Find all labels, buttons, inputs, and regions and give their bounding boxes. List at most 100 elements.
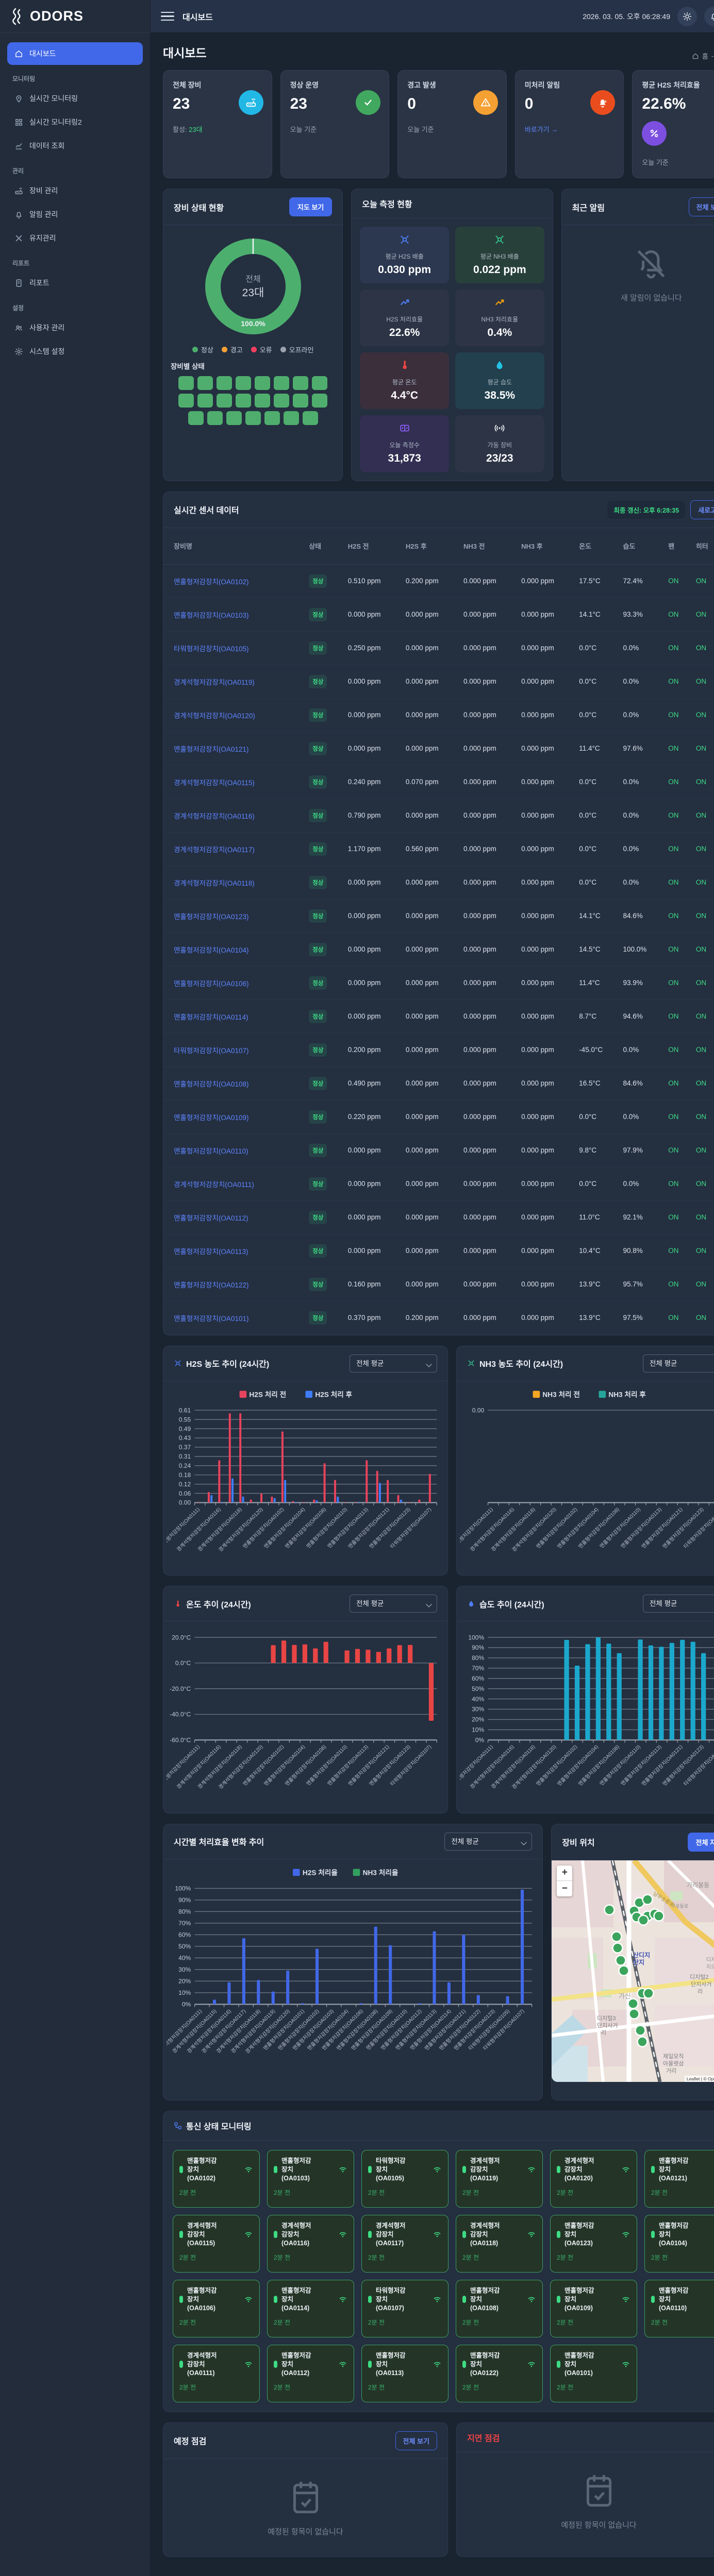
cell: 0.000 ppm xyxy=(402,1133,459,1167)
cell: 0.000 ppm xyxy=(517,1200,575,1234)
cell: 1.170 ppm xyxy=(344,832,402,866)
breadcrumb-home[interactable]: 홈 xyxy=(702,51,708,61)
map-canvas[interactable]: + − xyxy=(552,1860,714,2082)
zoom-in-button[interactable]: + xyxy=(557,1866,572,1881)
sidebar-item-tools[interactable]: 유지관리 xyxy=(7,227,143,249)
device-link[interactable]: 맨홀형저감장치(OA0114) xyxy=(174,1013,248,1021)
cell: 0.000 ppm xyxy=(402,1100,459,1133)
sensor-table-header-row: 장비명상태H2S 전H2S 후NH3 전NH3 후온도습도팬히터최종 xyxy=(163,528,714,565)
device-map-marker[interactable] xyxy=(605,1905,615,1914)
device-link[interactable]: 경계석형저감장치(OA0120) xyxy=(174,712,255,720)
device-link[interactable]: 맨홀형저감장치(OA0122) xyxy=(174,1281,248,1289)
device-link[interactable]: 맨홀형저감장치(OA0109) xyxy=(174,1114,248,1122)
status-badge: 정상 xyxy=(309,1043,327,1057)
device-link[interactable]: 맨홀형저감장치(OA0104) xyxy=(174,946,248,954)
fan-state: ON xyxy=(668,811,678,819)
fan-state: ON xyxy=(668,1314,678,1321)
device-map-marker[interactable] xyxy=(644,1988,654,1998)
device-map-marker[interactable] xyxy=(628,1998,638,2008)
h2s-scope-select[interactable]: 전체 평균 xyxy=(350,1354,437,1372)
cell: -45.0°C xyxy=(575,1033,619,1066)
legend-dot xyxy=(222,347,227,352)
device-link[interactable]: 맨홀형저감장치(OA0101) xyxy=(174,1315,248,1323)
sidebar-item-pin[interactable]: 실시간 모니터링 xyxy=(7,87,143,110)
sensor-table: 장비명상태H2S 전H2S 후NH3 전NH3 후온도습도팬히터최종 맨홀형저감… xyxy=(163,528,714,1335)
eff-scope-select[interactable]: 전체 평균 xyxy=(444,1833,532,1851)
alerts-view-all-button[interactable]: 전체 보기 xyxy=(689,197,714,216)
delayed-empty-text: 예정된 항목이 없습니다 xyxy=(561,2519,636,2530)
sidebar-item-home[interactable]: 대시보드 xyxy=(7,42,143,65)
env-charts-row: 온도 추이 (24시간) 전체 평균 20.0°C0.0°C-20.0°C-40… xyxy=(163,1586,714,1814)
device-map-marker[interactable] xyxy=(643,1894,653,1904)
wifi-icon xyxy=(433,2360,442,2369)
svg-text:0.31: 0.31 xyxy=(179,1453,191,1460)
cell: ON xyxy=(664,1200,692,1234)
device-link[interactable]: 타워형저감장치(OA0105) xyxy=(174,645,248,653)
cell: 정상 xyxy=(305,732,344,765)
zoom-out-button[interactable]: − xyxy=(557,1881,572,1896)
device-map-marker[interactable] xyxy=(639,1915,649,1925)
cell: ON xyxy=(692,1301,714,1334)
device-link[interactable]: 맨홀형저감장치(OA0103) xyxy=(174,612,248,619)
map-place-label: 리 xyxy=(601,2029,606,2036)
device-link[interactable]: 타워형저감장치(OA0107) xyxy=(174,1047,248,1055)
device-link[interactable]: 맨홀형저감장치(OA0121) xyxy=(174,745,248,753)
wifi-icon xyxy=(527,2165,536,2174)
device-map-marker[interactable] xyxy=(654,1911,664,1921)
map-place-label: 아울렛삼 xyxy=(663,2060,684,2067)
device-map-marker[interactable] xyxy=(616,1955,626,1965)
device-link[interactable]: 경계석형저감장치(OA0115) xyxy=(174,779,255,787)
comm-last-seen: 2분 전 xyxy=(368,2188,442,2197)
device-link[interactable]: 맨홀형저감장치(OA0102) xyxy=(174,578,248,586)
device-link[interactable]: 경계석형저감장치(OA0119) xyxy=(174,679,255,686)
device-link[interactable]: 맨홀형저감장치(OA0113) xyxy=(174,1248,248,1256)
theme-toggle-button[interactable] xyxy=(677,7,697,26)
kpi-shortcut-link[interactable]: 바로가기 → xyxy=(525,124,558,134)
device-link[interactable]: 경계석형저감장치(OA0117) xyxy=(174,846,255,854)
wifi-icon xyxy=(244,2360,253,2369)
hum-scope-select[interactable]: 전체 평균 xyxy=(643,1595,714,1613)
device-map-marker[interactable] xyxy=(629,2009,639,2019)
cell: 정상 xyxy=(305,598,344,631)
view-map-button[interactable]: 지도 보기 xyxy=(289,197,332,216)
cell: 0.000 ppm xyxy=(517,832,575,866)
nh3-scope-select[interactable]: 전체 평균 xyxy=(643,1354,714,1372)
device-link[interactable]: 맨홀형저감장치(OA0108) xyxy=(174,1080,248,1088)
online-dot xyxy=(274,2231,277,2238)
sidebar-item-users[interactable]: 사용자 관리 xyxy=(7,316,143,339)
fan-state: ON xyxy=(668,845,678,853)
sidebar-item-gear[interactable]: 시스템 설정 xyxy=(7,340,143,363)
users-icon xyxy=(14,324,23,332)
device-link[interactable]: 경계석형저감장치(OA0111) xyxy=(174,1181,254,1189)
device-map-marker[interactable] xyxy=(636,2025,645,2035)
device-map-marker[interactable] xyxy=(612,1931,622,1941)
device-link[interactable]: 맨홀형저감장치(OA0112) xyxy=(174,1214,248,1222)
menu-icon[interactable] xyxy=(161,12,174,21)
notifications-button[interactable] xyxy=(704,7,714,26)
sidebar-item-router[interactable]: 장비 관리 xyxy=(7,179,143,202)
sidebar-item-chart[interactable]: 데이터 조회 xyxy=(7,134,143,157)
sidebar-item-doc[interactable]: 리포트 xyxy=(7,272,143,294)
refresh-button[interactable]: 새로고침 xyxy=(690,500,714,519)
device-link[interactable]: 맨홀형저감장치(OA0106) xyxy=(174,980,248,988)
full-map-button[interactable]: 전체 지도 xyxy=(688,1833,714,1852)
device-map-marker[interactable] xyxy=(638,2037,647,2046)
comm-device-card: 경계석형저감장치(OA0111) 2분 전 xyxy=(173,2345,260,2402)
device-map-marker[interactable] xyxy=(619,1965,629,1975)
svg-text:70%: 70% xyxy=(178,1920,191,1927)
device-link[interactable]: 경계석형저감장치(OA0118) xyxy=(174,879,255,887)
kpi-icon-circle xyxy=(356,90,380,115)
sidebar-item-grid[interactable]: 실시간 모니터링2 xyxy=(7,111,143,133)
device-link[interactable]: 맨홀형저감장치(OA0123) xyxy=(174,913,248,921)
schedule-view-all-button[interactable]: 전체 보기 xyxy=(395,2431,437,2450)
sensor-table-row: 타워형저감장치(OA0107)정상0.200 ppm0.000 ppm0.000… xyxy=(163,1033,714,1066)
tools-icon xyxy=(14,234,23,243)
cell: 0.000 ppm xyxy=(402,732,459,765)
sidebar-item-bell[interactable]: 알림 관리 xyxy=(7,203,143,226)
temp-scope-select[interactable]: 전체 평균 xyxy=(350,1595,437,1613)
device-link[interactable]: 맨홀형저감장치(OA0110) xyxy=(174,1147,248,1155)
device-link[interactable]: 경계석형저감장치(OA0116) xyxy=(174,812,255,820)
home-icon xyxy=(692,53,699,60)
cell: ON xyxy=(664,866,692,899)
device-map-marker[interactable] xyxy=(613,1943,623,1953)
